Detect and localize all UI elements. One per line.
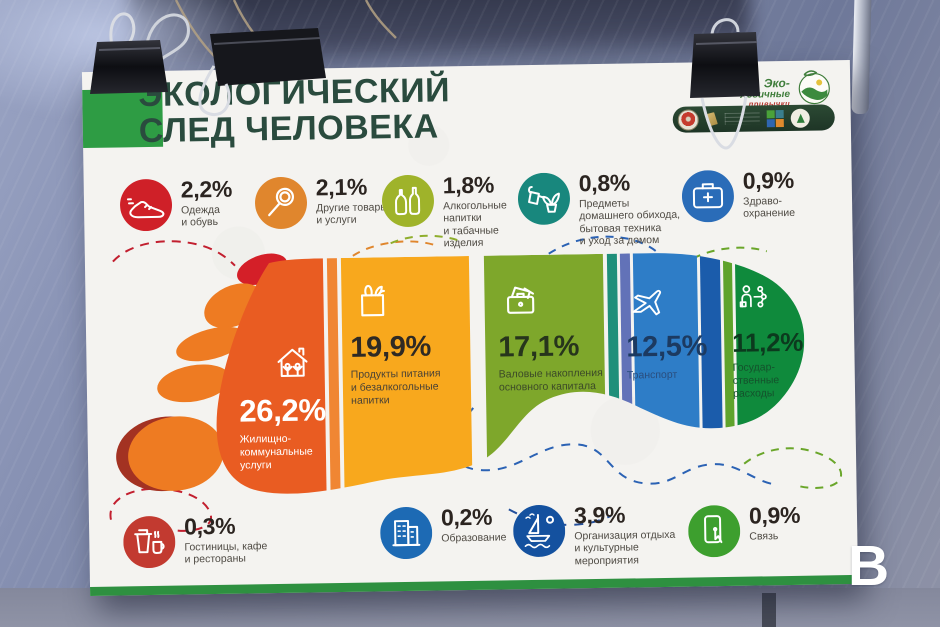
legend-caption: Одежда и обувь (181, 203, 220, 229)
legend-item-healthcare: 0,9% Здраво- охранение (681, 166, 796, 223)
partner-logos-bar (672, 104, 835, 133)
legend-value: 0,3% (183, 512, 236, 540)
groceries-icon (360, 284, 385, 317)
tree-logo (790, 108, 810, 128)
legend-caption: Образование (441, 531, 507, 545)
segment-label-food: 19,9% Продукты питания и безалкогольные … (349, 276, 479, 407)
legend-item-education: 0,2% Образование (380, 503, 507, 560)
legend-value: 0,2% (440, 503, 493, 531)
legend-item-alcohol-tobacco: 1,8% Алкогольные напитки и табачные изде… (381, 171, 508, 250)
segment-label-housing: 26,2% Жилищно- коммунальные услуги (238, 342, 360, 472)
logo-caption-lines (724, 112, 760, 125)
legend-caption: Алкогольные напитки и табачные изделия (442, 199, 507, 250)
legend-value: 0,9% (748, 501, 801, 529)
tent-pole-lower (762, 593, 776, 627)
legend-value: 3,9% (573, 501, 626, 529)
coffee-cups-icon (123, 516, 176, 569)
legend-caption: Предметы домашнего обихода, бытовая техн… (578, 197, 681, 248)
legend-caption: Организация отдыха и культурные мероприя… (574, 528, 676, 568)
government-icon (739, 285, 767, 308)
gold-emblem-logo (706, 112, 718, 126)
legend-caption: Другие товары и услуги (316, 201, 388, 227)
segment-caption: Валовые накопления основного капитала (498, 366, 603, 394)
coat-of-arms-logo (677, 108, 699, 131)
legend-item-household: 0,8% Предметы домашнего обихода, бытовая… (517, 169, 681, 249)
segment-caption: Жилищно- коммунальные услуги (239, 432, 313, 472)
eco-habits-badge: Эко- логичные привычки (740, 66, 834, 109)
bottles-icon (381, 174, 434, 227)
segment-caption: Продукты питания и безалкогольные напитк… (350, 367, 441, 407)
segment-caption: Транспорт (626, 368, 678, 382)
sailboat-icon (513, 504, 566, 557)
first-aid-icon (681, 170, 734, 223)
tent-pole (851, 0, 872, 115)
big-toe (128, 416, 224, 491)
infographic-poster: ЭКОЛОГИЧЕСКИЙ СЛЕД ЧЕЛОВЕКА Эко- логичны… (81, 60, 859, 596)
segment-value: 12,5% (626, 330, 708, 364)
briefcase-icon (506, 286, 535, 314)
toe (204, 283, 263, 329)
segment-label-capital: 17,1% Валовые накопления основного капит… (497, 278, 623, 395)
segment-value: 11,2% (732, 326, 804, 358)
sneaker-icon (120, 179, 173, 232)
smartphone-icon (688, 505, 741, 558)
eco-landscape-logo (798, 70, 830, 105)
legend-value: 0,8% (578, 169, 631, 197)
legend-value: 0,9% (742, 166, 795, 194)
legend-item-other-goods: 2,1% Другие товары и услуги (255, 173, 389, 229)
big-toe-shade (116, 416, 216, 492)
legend-item-hotels: 0,3% Гостиницы, кафе и рестораны (123, 512, 268, 569)
legend-caption: Гостиницы, кафе и рестораны (184, 540, 268, 566)
legend-item-recreation: 3,9% Организация отдыха и культурные мер… (513, 501, 676, 569)
segment-label-transport: 12,5% Транспорт (625, 278, 717, 382)
legend-value: 1,8% (442, 171, 495, 199)
legend-item-communication: 0,9% Связь (688, 501, 801, 558)
colored-squares-logo (766, 109, 784, 127)
page-title: ЭКОЛОГИЧЕСКИЙ СЛЕД ЧЕЛОВЕКА (138, 71, 451, 151)
segment-label-government: 11,2% Государ- ственные расходы (731, 279, 803, 400)
segment-value: 17,1% (498, 330, 580, 364)
segment-value: 19,9% (350, 330, 432, 364)
legend-value: 2,2% (180, 175, 233, 203)
twine-strings (174, 0, 397, 59)
house-family-icon (277, 347, 308, 377)
eco-habits-badge-text: Эко- логичные привычки (740, 75, 791, 109)
media-watermark: В (848, 534, 890, 598)
poster-green-edge (90, 574, 859, 596)
legend-caption: Связь (749, 530, 779, 543)
legend-caption: Здраво- охранение (742, 195, 796, 221)
segment-caption: Государ- ственные расходы (732, 361, 780, 400)
toe (157, 364, 231, 403)
legend-item-clothing: 2,2% Одежда и обувь (120, 175, 233, 232)
legend-value: 2,1% (315, 173, 368, 201)
title-line-2: СЛЕД ЧЕЛОВЕКА (138, 107, 439, 151)
building-icon (380, 507, 433, 560)
houseware-plant-icon (517, 172, 570, 225)
segment-value: 26,2% (239, 392, 326, 429)
airplane-icon (632, 289, 662, 316)
red-toe (237, 253, 288, 285)
magnifier-icon (255, 176, 308, 229)
